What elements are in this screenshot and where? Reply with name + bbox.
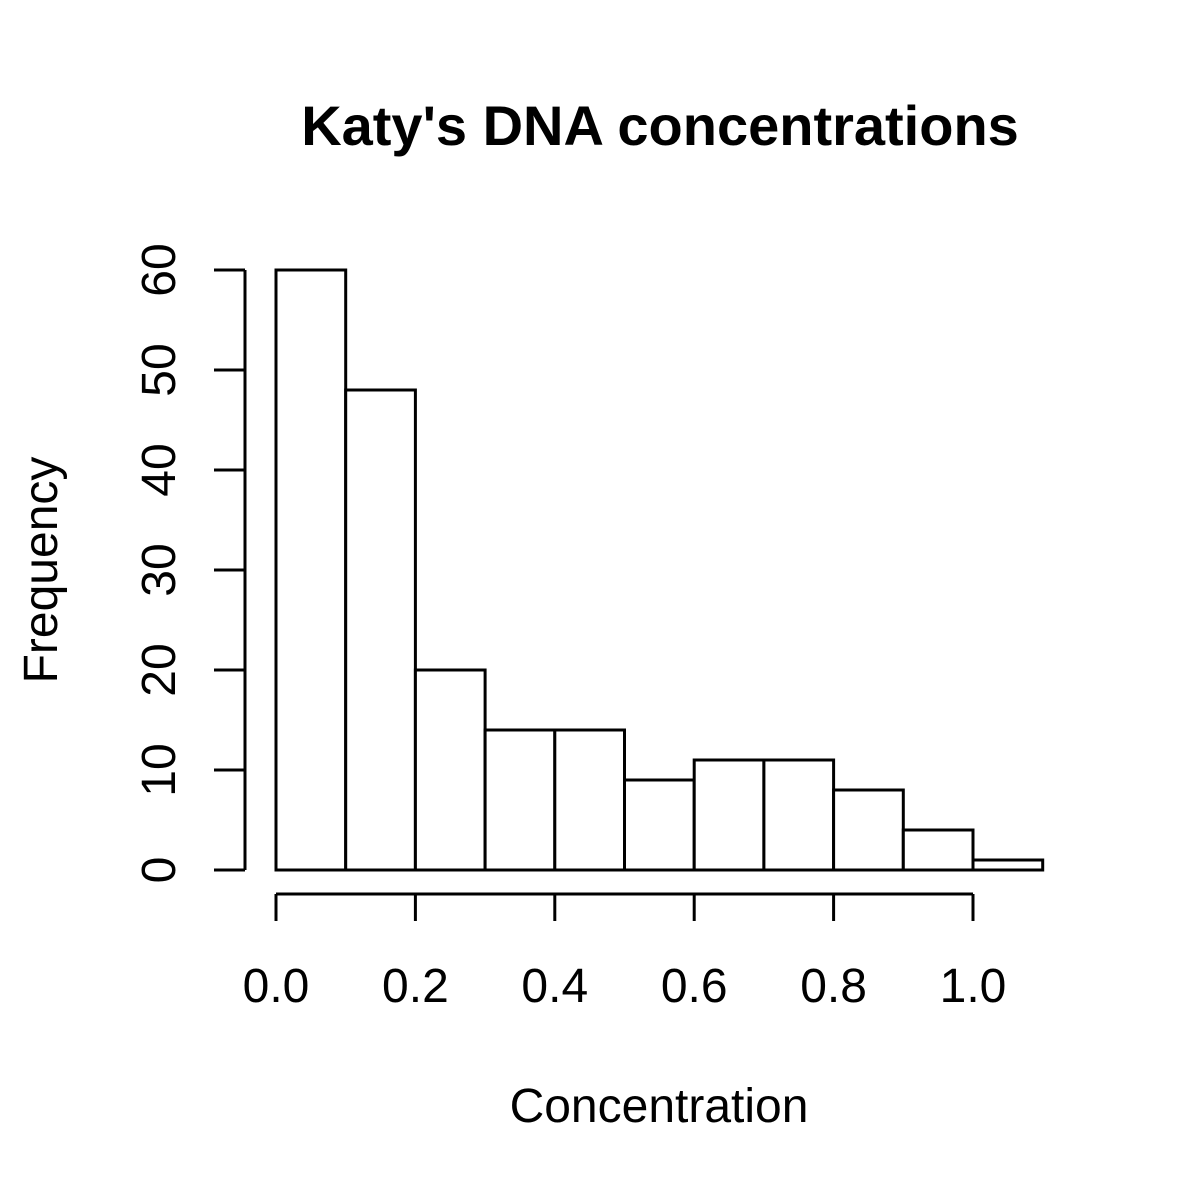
chart-title: Katy's DNA concentrations [301, 94, 1019, 157]
x-axis-label: Concentration [510, 1080, 809, 1133]
histogram-bar [274, 268, 348, 872]
x-tick-label: 0.0 [243, 960, 310, 1013]
histogram-bar [832, 788, 905, 872]
y-tick-label: 20 [133, 643, 186, 696]
x-tick-label: 1.0 [940, 960, 1007, 1013]
y-tick-label: 10 [133, 743, 186, 796]
y-tick-label: 30 [133, 543, 186, 596]
y-axis: 0 10 20 30 40 50 60 [133, 243, 247, 884]
x-tick-label: 0.6 [661, 960, 728, 1013]
histogram-bar [762, 758, 836, 872]
histogram-bar [553, 728, 626, 872]
y-tick-label: 60 [133, 243, 186, 296]
x-tick-label: 0.8 [800, 960, 867, 1013]
x-tick-label: 0.4 [521, 960, 588, 1013]
histogram-bars [274, 268, 1045, 872]
histogram-bar [413, 668, 487, 872]
y-tick-label: 40 [133, 443, 186, 496]
histogram-bar [623, 778, 696, 872]
x-axis: 0.0 0.2 0.4 0.6 0.8 1.0 [243, 892, 1007, 1013]
y-axis-label: Frequency [15, 457, 68, 684]
x-tick-label: 0.2 [382, 960, 449, 1013]
histogram-bar [901, 828, 975, 872]
histogram-bar [344, 388, 417, 872]
y-tick-label: 0 [133, 857, 186, 884]
histogram-bar [483, 728, 557, 872]
histogram-bar [692, 758, 766, 872]
y-tick-label: 50 [133, 343, 186, 396]
histogram-bar [971, 858, 1045, 872]
